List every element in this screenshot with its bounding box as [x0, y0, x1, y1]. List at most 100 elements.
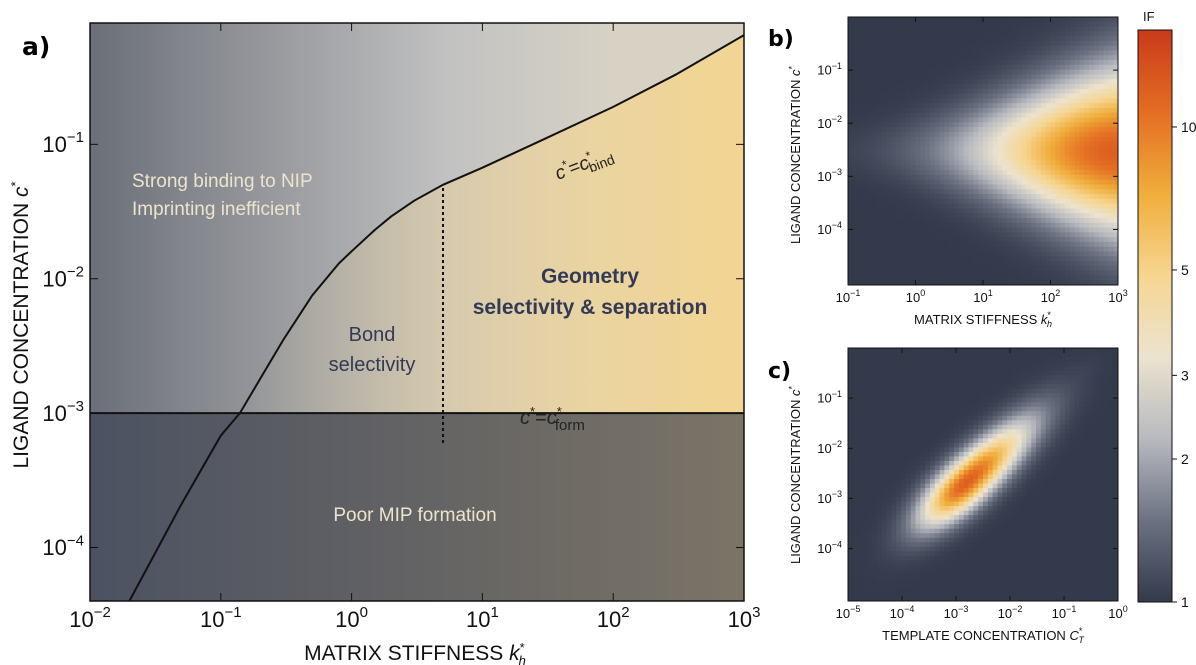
panel-b-heatmap-cell [848, 17, 854, 23]
panel-b-heatmap-cell [896, 55, 902, 61]
panel-c-heatmap-cell [1040, 415, 1047, 421]
panel-b-heatmap-cell [1093, 241, 1100, 248]
panel-b-heatmap-cell [929, 261, 936, 267]
panel-b-heatmap-cell [905, 117, 912, 123]
panel-c-heatmap-cell [997, 379, 1003, 385]
panel-b-heatmap-cell [1079, 55, 1085, 61]
panel-c-heatmap-cell [1093, 397, 1100, 403]
panel-b-heatmap-cell [1069, 194, 1076, 200]
panel-b-heatmap-cell [901, 55, 907, 61]
panel-c-heatmap-cell [1064, 429, 1071, 435]
panel-c-heatmap-cell [939, 361, 946, 367]
panel-b-heatmap-cell [934, 237, 941, 243]
panel-c-heatmap-cell [1031, 366, 1037, 372]
panel-b-heatmap-cell [1074, 227, 1081, 233]
panel-b-heatmap-cell [1060, 265, 1066, 272]
panel-c-heatmap-cell [867, 451, 873, 458]
panel-b-heatmap-cell [978, 160, 984, 166]
panel-b-heatmap-cell [963, 40, 970, 47]
panel-c-heatmap-cell [934, 420, 941, 426]
panel-b-heatmap-cell [939, 213, 946, 219]
panel-b-heatmap-cell [973, 40, 979, 47]
panel-b-heatmap-cell [1108, 60, 1114, 66]
panel-c-heatmap-cell [848, 375, 854, 381]
panel-c-heatmap-cell [1103, 357, 1109, 363]
panel-c-heatmap-cell [1064, 483, 1071, 489]
panel-b-heatmap-cell [1036, 232, 1042, 238]
panel-b-heatmap-cell [949, 45, 955, 52]
panel-c-heatmap-cell [1055, 397, 1061, 403]
panel-c-heatmap-cell [881, 469, 888, 476]
panel-b-heatmap-cell [958, 280, 965, 285]
panel-c-heatmap-cell [987, 397, 994, 403]
panel-b-heatmap-cell [862, 112, 868, 119]
panel-c-heatmap-cell [1093, 388, 1100, 394]
panel-c-heatmap-cell [872, 460, 878, 467]
panel-b-heatmap-cell [925, 213, 931, 219]
panel-c-heatmap-cell [1021, 361, 1027, 367]
panel-b-heatmap-cell [876, 155, 883, 162]
panel-c-heatmap-cell [1060, 406, 1066, 412]
panel-c-heatmap-cell [997, 393, 1003, 399]
panel-c-heatmap-cell [910, 465, 917, 471]
panel-b-heatmap-cell [1021, 50, 1027, 56]
panel-b-heatmap-cell [987, 174, 994, 181]
panel-c-heatmap-cell [1103, 479, 1109, 485]
panel-b-heatmap-cell [1040, 155, 1047, 162]
panel-c-heatmap-cell [944, 384, 950, 390]
panel-c-heatmap-cell [1098, 465, 1105, 471]
panel-c-heatmap-cell [1002, 488, 1008, 494]
panel-b-heatmap-cell [992, 203, 999, 210]
panel-c-heatmap-cell [968, 384, 974, 390]
panel-c-heatmap-cell [1050, 375, 1056, 381]
panel-b-heatmap-cell [939, 79, 946, 85]
panel-c-heatmap-cell [1002, 397, 1008, 403]
panel-b-heatmap-cell [1074, 222, 1081, 229]
panel-c-heatmap-cell [867, 460, 873, 467]
panel-b-heatmap-cell [1045, 165, 1052, 171]
panel-b-heatmap-cell [949, 122, 955, 128]
panel-b-heatmap-cell [920, 141, 926, 147]
panel-b-heatmap-cell [1026, 241, 1032, 248]
panel-c-heatmap-cell [949, 393, 955, 399]
panel-b-heatmap-cell [992, 270, 999, 277]
panel-c-heatmap-cell [852, 429, 859, 435]
panel-b-heatmap-cell [1064, 131, 1071, 138]
panel-b-heatmap-cell [1026, 36, 1032, 42]
panel-b-heatmap-cell [876, 241, 883, 248]
panel-b-heatmap-cell [1089, 69, 1095, 76]
panel-b-heatmap-cell [983, 246, 989, 253]
panel-b-heatmap-cell [848, 213, 854, 219]
panel-c-heatmap-cell [987, 420, 994, 426]
panel-b-heatmap-cell [978, 265, 984, 272]
panel-b-heatmap-cell [852, 146, 859, 152]
panel-b-heatmap-cell [949, 36, 955, 42]
panel-c-heatmap-cell [1069, 388, 1076, 394]
panel-c-heatmap-cell [1040, 366, 1047, 372]
panel-b-heatmap-cell [1031, 84, 1037, 90]
panel-b-heatmap-cell [1007, 26, 1013, 32]
panel-b-heatmap-cell [1060, 141, 1066, 147]
panel-b-heatmap-cell [852, 246, 859, 253]
panel-c-heatmap-cell [1045, 420, 1052, 426]
panel-b-heatmap-cell [896, 261, 902, 267]
panel-b-heatmap-cell [857, 155, 864, 162]
panel-b-heatmap-cell [992, 194, 999, 200]
panel-b-heatmap-cell [1050, 218, 1056, 224]
panel-b-heatmap-cell [1011, 227, 1018, 233]
panel-b-heatmap-cell [944, 60, 950, 66]
panel-b-heatmap-cell [872, 237, 878, 243]
panel-c-heatmap-cell [1089, 415, 1095, 421]
panel-c-heatmap-cell [891, 415, 897, 421]
panel-b-heatmap-cell [1040, 40, 1047, 47]
panel-c-heatmap-cell [876, 415, 883, 421]
panel-b-heatmap-cell [1055, 141, 1061, 147]
panel-b-heatmap-cell [862, 222, 868, 229]
panel-b-heatmap-cell [997, 280, 1003, 285]
panel-c-heatmap-cell [968, 397, 974, 403]
panel-b-heatmap-cell [929, 174, 936, 181]
panel-b-heatmap-cell [929, 179, 936, 186]
panel-b-heatmap-cell [1113, 31, 1118, 37]
panel-b-heatmap-cell [915, 136, 921, 143]
panel-b-heatmap-cell [1045, 280, 1052, 285]
